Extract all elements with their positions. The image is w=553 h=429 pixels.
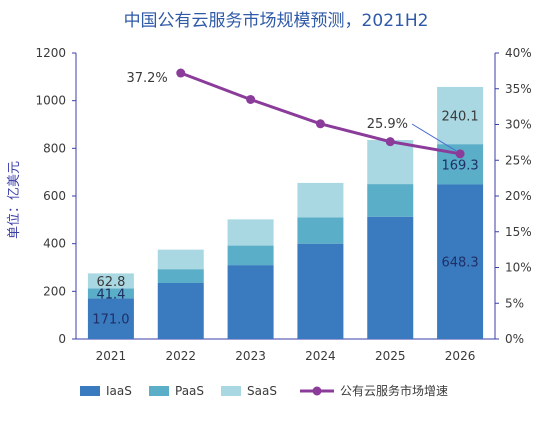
growth-point xyxy=(176,68,186,78)
bar-paas-2021 xyxy=(87,288,134,299)
growth-point xyxy=(246,94,256,104)
legend-swatch-iaas xyxy=(80,386,100,396)
axes-group: 0 200 400 600 800 1000 1200 0% 5% 10% 15% 20% 25% 30%… xyxy=(35,46,531,363)
bar-data-label: 41.4 xyxy=(96,287,125,302)
legend-label: PaaS xyxy=(175,384,204,398)
x-tick-label: 2026 xyxy=(445,349,476,363)
bar-iaas-2024 xyxy=(297,243,344,339)
x-tick-label: 2024 xyxy=(305,349,336,363)
bar-iaas-2026 xyxy=(437,184,484,339)
legend-label: IaaS xyxy=(106,384,132,398)
y2-tick-label: 30% xyxy=(505,118,532,132)
bars-group xyxy=(87,86,484,339)
bar-saas-2021 xyxy=(87,273,134,289)
bar-paas-2023 xyxy=(227,245,274,266)
bar-saas-2024 xyxy=(297,182,344,218)
bar-saas-2026 xyxy=(437,86,484,145)
line-data-label: 25.9% xyxy=(367,117,408,132)
legend-swatch-paas xyxy=(149,386,169,396)
legend-label: SaaS xyxy=(247,384,277,398)
bar-iaas-2025 xyxy=(367,216,414,339)
y-tick-label: 0 xyxy=(58,332,66,346)
legend-swatch-saas xyxy=(221,386,241,396)
y2-tick-label: 25% xyxy=(505,153,532,167)
x-tick-label: 2023 xyxy=(235,349,266,363)
bar-paas-2024 xyxy=(297,217,344,244)
legend-swatch-growth-point xyxy=(312,386,322,396)
x-tick-label: 2025 xyxy=(375,349,406,363)
y-tick-label: 1200 xyxy=(35,46,66,60)
y-tick-label: 1000 xyxy=(35,94,66,108)
bar-data-label: 62.8 xyxy=(96,275,125,290)
chart-title: 中国公有云服务市场规模预测，2021H2 xyxy=(124,11,429,31)
growth-line-group xyxy=(176,68,465,159)
growth-point xyxy=(455,149,465,159)
callout-leader-line xyxy=(411,123,457,152)
growth-point xyxy=(385,137,395,147)
bar-paas-2022 xyxy=(157,269,204,283)
y-axis-label: 单位：亿美元 xyxy=(7,161,22,239)
bar-iaas-2021 xyxy=(87,298,134,339)
data-labels-group: 171.0 41.462.8 648.3 169.3 240.1 37.2% 25.9% xyxy=(92,71,478,328)
y2-tick-label: 5% xyxy=(505,296,524,310)
y-tick-label: 200 xyxy=(43,284,66,298)
y2-tick-label: 10% xyxy=(505,261,532,275)
legend-label: 公有云服务市场增速 xyxy=(340,383,448,398)
y2-tick-label: 0% xyxy=(505,332,524,346)
y2-tick-label: 40% xyxy=(505,46,532,60)
bar-data-label: 171.0 xyxy=(92,313,129,328)
bar-data-label: 240.1 xyxy=(441,110,478,125)
y2-tick-label: 20% xyxy=(505,189,532,203)
bar-iaas-2022 xyxy=(157,282,204,339)
legend: IaaS PaaS SaaS 公有云服务市场增速 xyxy=(80,383,448,398)
bar-saas-2023 xyxy=(227,219,274,246)
y-tick-label: 400 xyxy=(43,237,66,251)
y-tick-label: 600 xyxy=(43,189,66,203)
y2-tick-label: 35% xyxy=(505,82,532,96)
bar-paas-2025 xyxy=(367,184,414,217)
bar-saas-2022 xyxy=(157,249,204,270)
x-tick-label: 2022 xyxy=(165,349,196,363)
y2-tick-label: 15% xyxy=(505,225,532,239)
growth-line xyxy=(180,71,461,156)
bar-iaas-2023 xyxy=(227,265,274,339)
bar-data-label: 648.3 xyxy=(441,256,478,271)
line-data-label: 37.2% xyxy=(126,71,167,86)
bar-saas-2025 xyxy=(367,139,414,185)
bar-data-label: 169.3 xyxy=(441,158,478,173)
y-tick-label: 800 xyxy=(43,141,66,155)
x-tick-label: 2021 xyxy=(96,349,127,363)
growth-point xyxy=(315,119,325,129)
